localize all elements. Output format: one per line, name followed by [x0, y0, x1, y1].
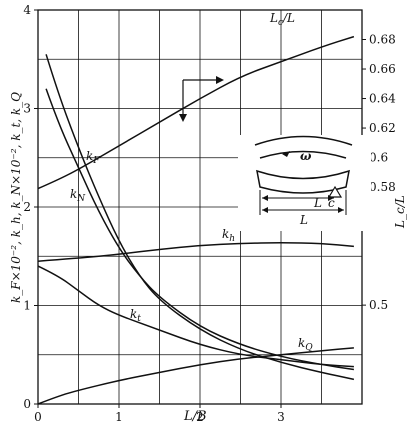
inset-rotation-arrow [282, 151, 290, 157]
curve-label-k-f: kF [86, 149, 100, 166]
series-line-k-q [37, 347, 354, 405]
curve-label-k-n: kN [70, 187, 86, 204]
x-tick-label: 2 [196, 410, 204, 424]
inset-dim-L-arrow-left [262, 207, 268, 213]
y-tick-label-right: 0.58 [369, 180, 396, 194]
axis-arrows [179, 76, 224, 122]
inset-outer-arc [254, 135, 353, 146]
x-tick-label: 1 [115, 410, 123, 424]
y-axis-label-right: L_c/L [393, 195, 407, 229]
inset-support [327, 185, 343, 198]
y-tick-label-right: 0.68 [369, 33, 396, 47]
y-tick-label-left: 0 [23, 397, 31, 411]
series-line-k-h [37, 242, 354, 262]
curve-label-k-t: kt [130, 307, 141, 324]
inset-mid-arc [259, 150, 347, 159]
series-line-k-f [45, 54, 355, 381]
series-line-l-c-l [37, 35, 355, 190]
y-tick-label-right: 0.62 [369, 121, 396, 135]
y-axis-label-left: k_F×10⁻², k_h, k_N×10⁻², k_t, k_Q [9, 92, 23, 303]
y-tick-label-right: 0.6 [369, 151, 388, 165]
inset-L-label: L [299, 213, 308, 227]
inset-dim-Lc-arrow-left [262, 195, 268, 201]
y-tick-label-right: 0.66 [369, 62, 396, 76]
down-arrowhead [179, 114, 187, 122]
x-tick-label: 3 [277, 410, 285, 424]
curve-labels: kF kN kh kt kQ Lc/L [70, 11, 313, 353]
y-tick-label-left: 4 [23, 3, 31, 17]
curve-label-l-c-l: Lc/L [269, 11, 295, 28]
y-tick-label-left: 3 [23, 102, 31, 116]
curve-label-k-h: kh [222, 227, 235, 244]
series-line-k-t [37, 265, 354, 368]
y-tick-label-left: 2 [23, 200, 31, 214]
curve-label-k-q: kQ [298, 336, 313, 353]
inset-omega-label: ω [300, 149, 312, 163]
right-axis-arrowhead [216, 76, 224, 84]
y-tick-label-right: 0.5 [369, 298, 388, 312]
inset-dim-L-arrow-right [338, 207, 344, 213]
tick-labels: 0 1 2 3 4 0 1 2 3 0.5 0.58 0.6 0.62 0.64 0.66 0.68 [23, 3, 396, 424]
x-axis-label: L/B [183, 409, 207, 424]
inset-Lc-label: L_c [313, 196, 335, 210]
y-tick-label-right: 0.64 [369, 92, 396, 106]
y-tick-label-left: 1 [23, 299, 31, 313]
curves [37, 35, 355, 405]
inset-dim-Lc-arrow-right [328, 195, 334, 201]
x-tick-label: 0 [34, 410, 42, 424]
inset-beam [256, 169, 350, 194]
inset-diagram: ω L L_c [238, 135, 371, 231]
